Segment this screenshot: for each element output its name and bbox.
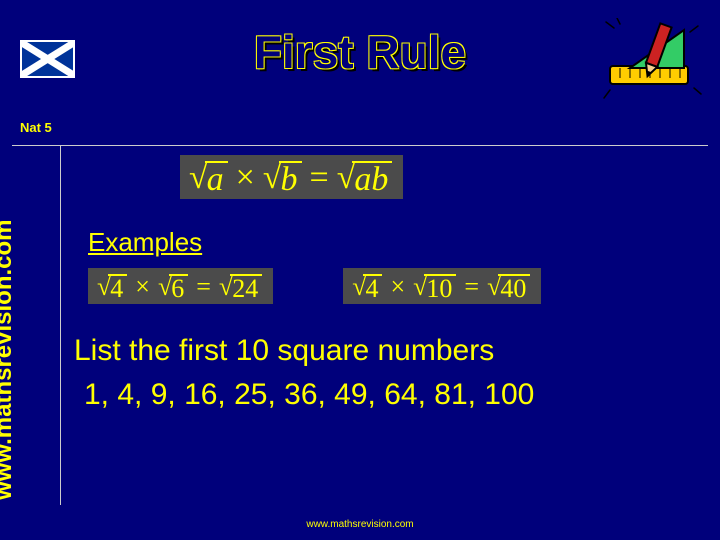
ex2-b: 10 bbox=[424, 274, 456, 302]
ex1-op: × bbox=[135, 272, 150, 302]
square-numbers: 1, 4, 9, 16, 25, 36, 49, 64, 81, 100 bbox=[84, 378, 700, 412]
footer-url: www.mathsrevision.com bbox=[306, 519, 413, 530]
page-title: First Rule bbox=[254, 25, 466, 79]
rule-ab: ab bbox=[352, 161, 392, 197]
level-label: Nat 5 bbox=[20, 120, 52, 135]
rule-eq: = bbox=[310, 159, 329, 197]
ex1-r: 24 bbox=[230, 274, 262, 302]
example-1: √4 × √6 = √24 bbox=[88, 268, 273, 304]
divider-vertical bbox=[60, 145, 61, 505]
example-2: √4 × √10 = √40 bbox=[343, 268, 541, 304]
ex1-a: 4 bbox=[108, 274, 127, 302]
ex2-a: 4 bbox=[363, 274, 382, 302]
rule-a: a bbox=[205, 161, 228, 197]
ex1-eq: = bbox=[196, 272, 211, 302]
rule-times: × bbox=[236, 159, 255, 197]
ex2-op: × bbox=[390, 272, 405, 302]
tools-icon bbox=[602, 18, 702, 108]
examples-heading: Examples bbox=[88, 227, 700, 258]
flag-icon bbox=[20, 40, 75, 78]
examples-row: √4 × √6 = √24 √4 × √10 = √40 bbox=[88, 268, 700, 304]
divider-horizontal bbox=[12, 145, 708, 146]
ex2-eq: = bbox=[464, 272, 479, 302]
ex2-r: 40 bbox=[498, 274, 530, 302]
sidebar-url: www.mathsrevision.com bbox=[0, 219, 18, 500]
main-rule-formula: √a × √b = √ab bbox=[180, 155, 700, 199]
content-area: √a × √b = √ab Examples √4 × √6 = √24 √4 … bbox=[80, 155, 700, 412]
ex1-b: 6 bbox=[169, 274, 188, 302]
task-text: List the first 10 square numbers bbox=[74, 334, 700, 368]
rule-b: b bbox=[279, 161, 302, 197]
